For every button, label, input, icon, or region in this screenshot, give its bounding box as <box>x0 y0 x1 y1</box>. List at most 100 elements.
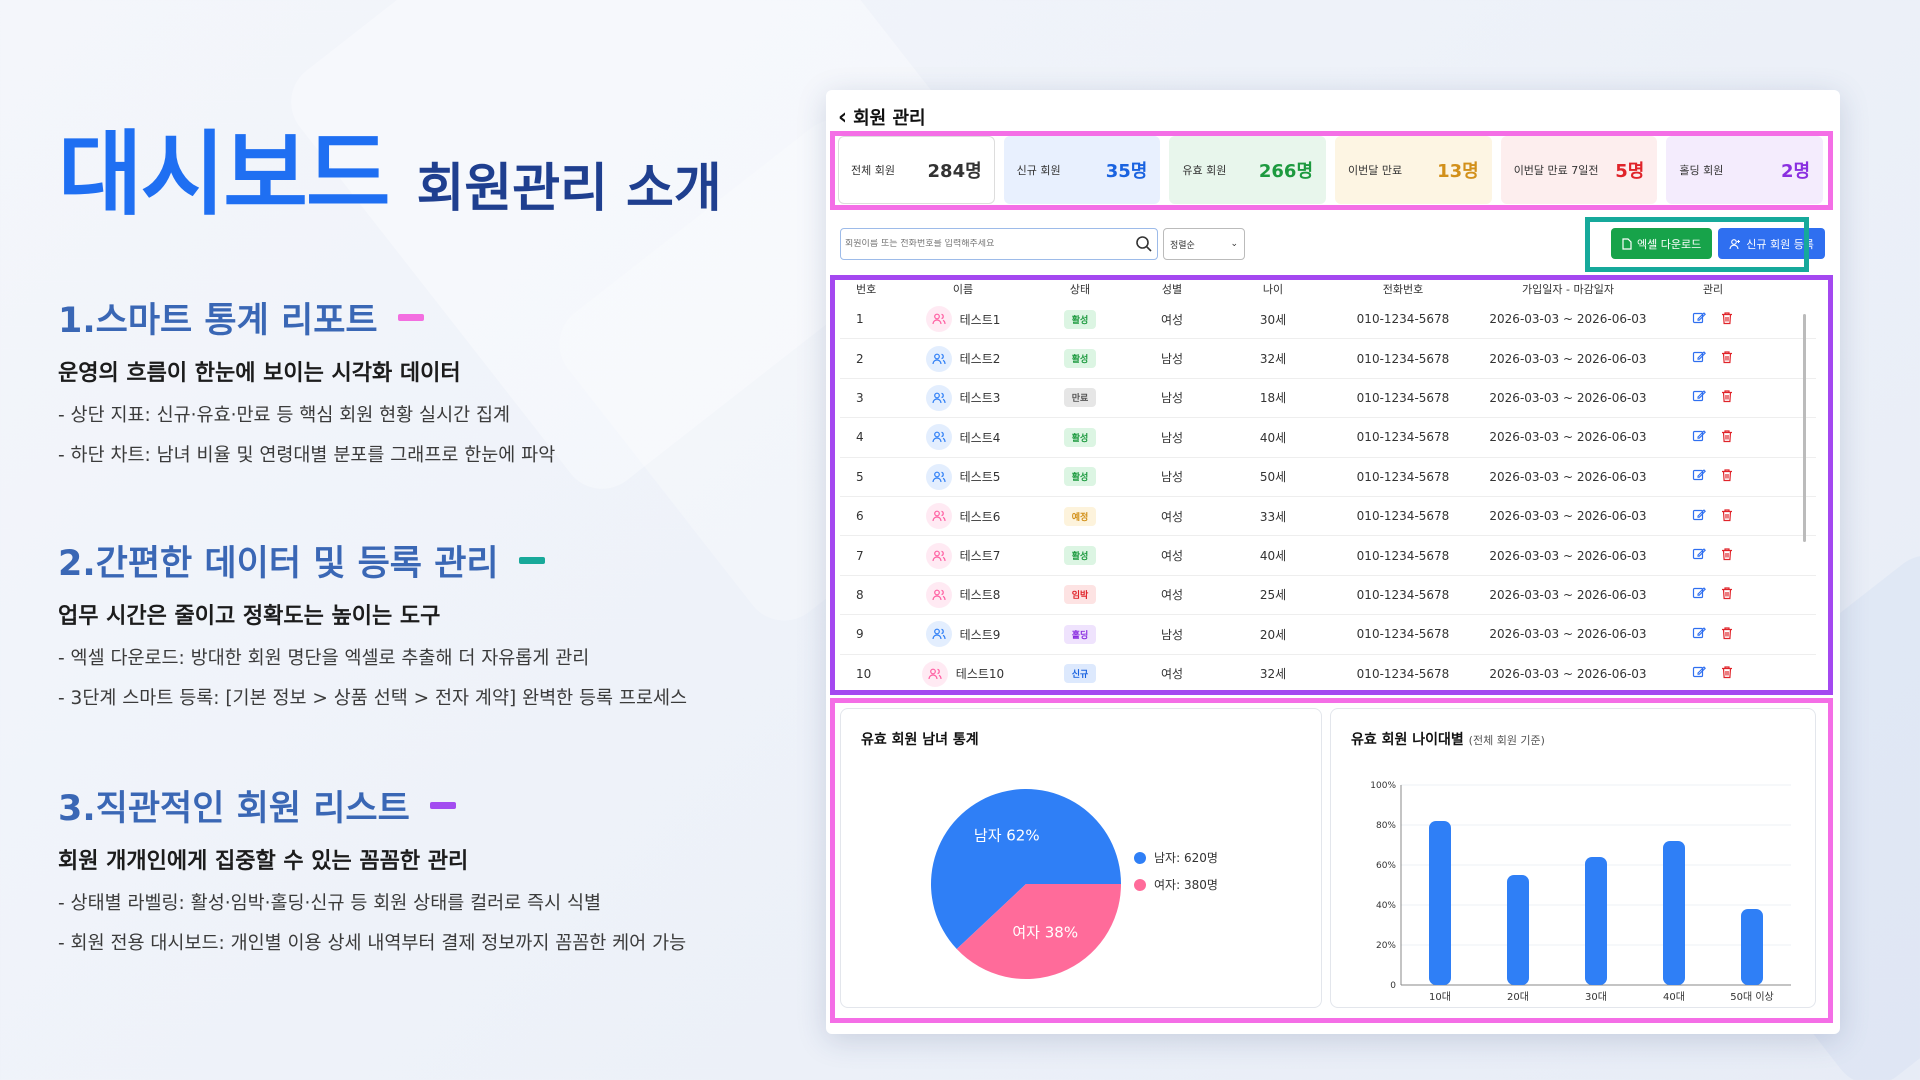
member-name[interactable]: 테스트9 <box>959 627 1001 642</box>
stat-value: 2명 <box>1780 161 1811 182</box>
cell-status: 활성 <box>1034 467 1126 487</box>
stat-card[interactable]: 이번달 만료 7일전 5명 <box>1500 136 1658 204</box>
table-row[interactable]: 7 테스트7 활성 여성 40세 010-1234-5678 2026-03-03 ~ 20… <box>840 536 1816 576</box>
delete-icon[interactable] <box>1720 350 1734 367</box>
edit-icon[interactable] <box>1692 389 1706 406</box>
stat-card[interactable]: 이번달 만료 13명 <box>1335 136 1492 204</box>
cell-period: 2026-03-03 ~ 2026-06-03 <box>1489 430 1647 445</box>
cell-gender: 남성 <box>1160 352 1184 367</box>
cell-actions <box>1658 508 1768 525</box>
table-scrollbar[interactable] <box>1803 314 1806 542</box>
new-member-button[interactable]: 신규 회원 등록 <box>1718 228 1825 259</box>
table-row[interactable]: 6 테스트6 예정 여성 33세 010-1234-5678 2026-03-03 ~ 20… <box>840 497 1816 537</box>
stat-label: 홀딩 회원 <box>1679 164 1724 177</box>
member-name[interactable]: 테스트6 <box>959 509 1001 524</box>
bar[interactable] <box>1585 857 1607 985</box>
stat-card[interactable]: 홀딩 회원 2명 <box>1666 136 1824 204</box>
edit-icon[interactable] <box>1692 429 1706 446</box>
table-row[interactable]: 2 테스트2 활성 남성 32세 010-1234-5678 2026-03-03 ~ 20… <box>840 339 1816 379</box>
cell-no: 3 <box>856 390 864 405</box>
cell-no: 1 <box>856 312 864 327</box>
cell-actions <box>1658 389 1768 406</box>
bar[interactable] <box>1741 909 1763 985</box>
member-name[interactable]: 테스트1 <box>959 312 1001 327</box>
member-name[interactable]: 테스트8 <box>959 588 1001 603</box>
delete-icon[interactable] <box>1720 389 1734 406</box>
edit-icon[interactable] <box>1692 665 1706 682</box>
status-badge: 활성 <box>1063 467 1097 487</box>
cell-age: 50세 <box>1259 470 1287 485</box>
age-chart-card: 유효 회원 나이대별 (전체 회원 기준) 0 20% 40% 60% 80% 100% 1… <box>1330 708 1816 1008</box>
sort-select[interactable]: 정렬순 ⌄ <box>1163 228 1245 260</box>
table-row[interactable]: 1 테스트1 활성 여성 30세 010-1234-5678 2026-03-03 ~ 20… <box>840 300 1816 340</box>
delete-icon[interactable] <box>1720 508 1734 525</box>
member-name[interactable]: 테스트5 <box>959 470 1001 485</box>
cell-name: 테스트8 <box>892 581 1034 608</box>
search-box[interactable] <box>840 228 1158 260</box>
cell-status: 활성 <box>1034 427 1126 447</box>
section-lead: 운영의 흐름이 한눈에 보이는 시각화 데이터 <box>58 361 461 386</box>
hero-subtitle: 회원관리 소개 <box>416 159 722 219</box>
users-icon <box>932 510 946 522</box>
pie-slice[interactable] <box>931 789 1121 950</box>
member-name[interactable]: 테스트7 <box>959 549 1001 564</box>
cell-status: 예정 <box>1034 506 1126 526</box>
section-accent-bar <box>518 557 545 564</box>
cell-period: 2026-03-03 ~ 2026-06-03 <box>1489 666 1647 681</box>
search-input[interactable] <box>845 239 1115 249</box>
cell-period: 2026-03-03 ~ 2026-06-03 <box>1489 587 1647 602</box>
section-accent-bar <box>429 802 456 809</box>
table-row[interactable]: 3 테스트3 만료 남성 18세 010-1234-5678 2026-03-03 ~ 20… <box>840 379 1816 419</box>
edit-icon[interactable] <box>1692 311 1706 328</box>
edit-icon[interactable] <box>1692 468 1706 485</box>
x-tick-label: 10대 <box>1429 991 1451 1003</box>
legend-item: 남자: 620명 <box>1134 849 1218 866</box>
cell-name: 테스트5 <box>892 463 1034 490</box>
stat-value: 284명 <box>927 161 982 182</box>
cell-name: 테스트7 <box>892 542 1034 569</box>
member-name[interactable]: 테스트4 <box>959 430 1001 445</box>
bar[interactable] <box>1507 875 1529 985</box>
table-row[interactable]: 5 테스트5 활성 남성 50세 010-1234-5678 2026-03-03 ~ 20… <box>840 458 1816 497</box>
bar[interactable] <box>1429 821 1451 985</box>
stat-label: 유효 회원 <box>1182 164 1227 177</box>
stat-card[interactable]: 유효 회원 266명 <box>1169 136 1327 204</box>
table-row[interactable]: 8 테스트8 임박 여성 25세 010-1234-5678 2026-03-03 ~ 20… <box>840 576 1816 616</box>
delete-icon[interactable] <box>1720 468 1734 485</box>
stat-card[interactable]: 신규 회원 35명 <box>1003 136 1161 204</box>
delete-icon[interactable] <box>1720 547 1734 564</box>
member-name[interactable]: 테스트2 <box>959 352 1001 367</box>
section-1: 1.스마트 통계 리포트 운영의 흐름이 한눈에 보이는 시각화 데이터 - 상… <box>58 292 555 467</box>
delete-icon[interactable] <box>1720 626 1734 643</box>
stat-value: 13명 <box>1437 161 1479 182</box>
member-name[interactable]: 테스트10 <box>955 667 1005 682</box>
bar[interactable] <box>1663 841 1685 985</box>
cell-phone: 010-1234-5678 <box>1356 548 1450 563</box>
excel-download-button[interactable]: 엑셀 다운로드 <box>1611 228 1713 259</box>
cell-age: 18세 <box>1259 391 1287 406</box>
edit-icon[interactable] <box>1692 626 1706 643</box>
stat-card[interactable]: 전체 회원 284명 <box>838 136 995 204</box>
edit-icon[interactable] <box>1692 350 1706 367</box>
delete-icon[interactable] <box>1720 311 1734 328</box>
cell-phone: 010-1234-5678 <box>1356 430 1450 445</box>
cell-no: 10 <box>856 666 872 681</box>
table-row[interactable]: 4 테스트4 활성 남성 40세 010-1234-5678 2026-03-03 ~ 20… <box>840 418 1816 458</box>
delete-icon[interactable] <box>1720 429 1734 446</box>
table-row[interactable]: 10 테스트10 신규 여성 32세 010-1234-5678 2026-03-03 ~ … <box>840 655 1816 694</box>
delete-icon[interactable] <box>1720 665 1734 682</box>
table-row[interactable]: 9 테스트9 홀딩 남성 20세 010-1234-5678 2026-03-03 ~ 20… <box>840 615 1816 655</box>
back-arrow-icon[interactable]: ‹ <box>838 104 848 130</box>
edit-icon[interactable] <box>1692 508 1706 525</box>
search-icon[interactable] <box>1135 235 1153 253</box>
avatar <box>925 345 952 372</box>
section-item: - 상단 지표: 신규·유효·만료 등 핵심 회원 현황 실시간 집계 <box>58 405 511 426</box>
edit-icon[interactable] <box>1692 547 1706 564</box>
member-name[interactable]: 테스트3 <box>959 391 1001 406</box>
pie-slice[interactable] <box>956 884 1121 979</box>
delete-icon[interactable] <box>1720 586 1734 603</box>
cell-gender: 여성 <box>1160 549 1184 564</box>
gender-chart-card: 유효 회원 남녀 통계 남자 62% 여자 38% 남자: 620명 여자: 38… <box>840 708 1322 1008</box>
cell-period: 2026-03-03 ~ 2026-06-03 <box>1489 548 1647 563</box>
edit-icon[interactable] <box>1692 586 1706 603</box>
